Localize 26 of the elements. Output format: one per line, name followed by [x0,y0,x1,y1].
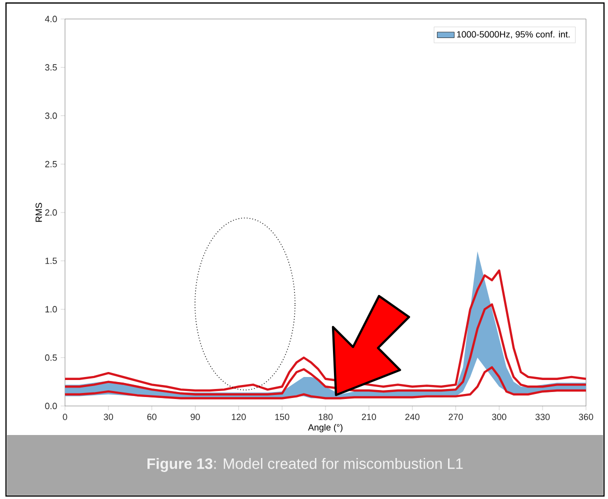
x-tick-label: 0 [62,414,68,420]
legend-label: 1000-5000Hz, 95% conf. int. [457,30,570,39]
y-tick-label: 2.5 [45,160,57,168]
y-tick-label: 2.0 [45,209,57,216]
y-tick-label: 1.5 [45,258,57,264]
y-tick-label: 0.0 [45,402,57,410]
x-tick-label: 360 [578,414,594,420]
x-tick-label: 300 [492,414,506,420]
y-tick-label: 3.5 [45,64,57,71]
text: Figure 13: Model created for miscombustion L1 [148,458,463,472]
x-tick-label: 330 [535,414,550,420]
x-tick-label: 30 [104,414,114,420]
x-tick-label: 90 [190,414,200,420]
y-tick-label: 1.0 [45,306,57,312]
x-tick-label: 270 [448,414,463,420]
x-tick-label: 240 [405,414,420,420]
x-tick-label: 150 [275,414,290,420]
y-tick-label: 0.5 [45,354,57,361]
x-tick-label: 120 [232,414,246,420]
x-tick-label: 180 [318,414,333,420]
x-axis-title: Angle (°) [308,424,342,432]
y-tick-label: 4.0 [44,16,57,22]
x-tick-label: 60 [147,414,156,420]
y-axis-title: RMS [36,202,42,222]
x-tick-label: 210 [362,414,376,420]
y-tick-label: 3.0 [45,112,57,119]
